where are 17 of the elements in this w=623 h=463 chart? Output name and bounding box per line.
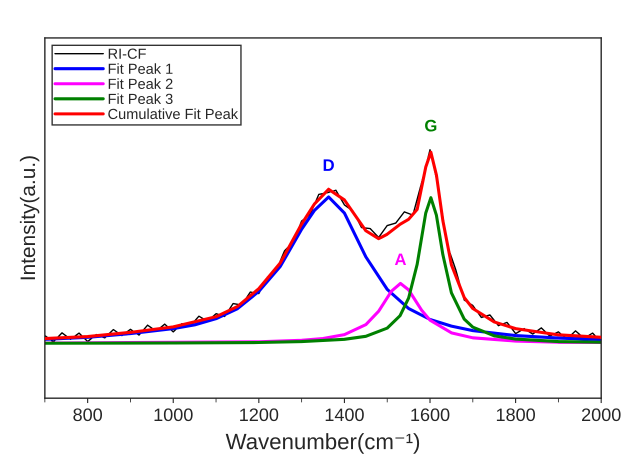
legend-label: Fit Peak 3 xyxy=(108,93,173,104)
x-tick-label: 1400 xyxy=(326,408,364,422)
x-tick-label: 1800 xyxy=(496,408,535,422)
annotation: D xyxy=(324,159,334,171)
legend-label: Fit Peak 2 xyxy=(108,78,172,89)
legend-label: Cumulative Fit Peak xyxy=(108,108,238,120)
x-tick-label: 2000 xyxy=(582,408,621,422)
x-tick-label: 800 xyxy=(73,408,102,422)
legend-label: RI-CF xyxy=(108,48,146,59)
y-axis-title: Intensity(a.u.) xyxy=(20,156,40,280)
x-axis-title: Wavenumber(cm⁻¹) xyxy=(226,433,420,454)
legend-label: Fit Peak 1 xyxy=(108,63,173,74)
x-tick-label: 1200 xyxy=(240,408,278,422)
x-tick-label: 1600 xyxy=(411,408,450,422)
x-tick-label: 1000 xyxy=(154,408,193,422)
annotation: A xyxy=(394,254,406,266)
text: G xyxy=(425,120,436,132)
